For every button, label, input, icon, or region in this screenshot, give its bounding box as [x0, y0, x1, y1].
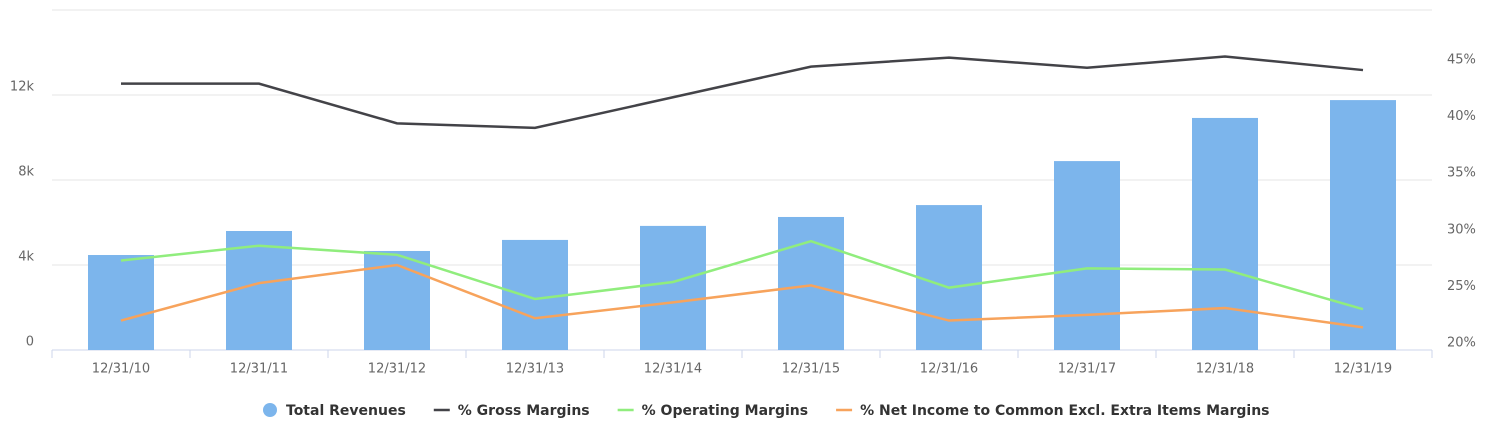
- y2-tick-label: 20%: [1447, 336, 1476, 351]
- x-tick-label: 12/31/12: [368, 362, 426, 377]
- bar: [88, 255, 154, 350]
- x-tick-label: 12/31/19: [1334, 362, 1392, 377]
- legend-label: % Gross Margins: [458, 403, 590, 419]
- bar: [1330, 100, 1396, 350]
- y2-tick-label: 40%: [1447, 109, 1476, 124]
- legend-label: % Net Income to Common Excl. Extra Items…: [860, 403, 1269, 419]
- y-tick-label: 8k: [18, 165, 34, 180]
- line: [120, 239, 1364, 311]
- y-tick-label: 4k: [18, 250, 34, 265]
- bar: [778, 216, 844, 350]
- line: [120, 263, 1364, 329]
- bar: [1054, 161, 1120, 350]
- y-tick-label: 12k: [10, 80, 35, 95]
- legend-label: % Operating Margins: [642, 403, 808, 419]
- x-tick-label: 12/31/18: [1196, 362, 1254, 377]
- x-tick-label: 12/31/15: [782, 362, 840, 377]
- legend-marker: [263, 403, 277, 417]
- y2-tick-label: 30%: [1447, 222, 1476, 237]
- y2-tick-label: 35%: [1447, 166, 1476, 181]
- bar: [1192, 117, 1258, 350]
- x-tick-label: 12/31/10: [92, 362, 150, 377]
- y2-tick-label: 45%: [1447, 52, 1476, 67]
- x-tick-label: 12/31/16: [920, 362, 978, 377]
- y2-tick-label: 25%: [1447, 279, 1476, 294]
- x-tick-label: 12/31/14: [644, 362, 702, 377]
- legend-label: Total Revenues: [286, 403, 406, 419]
- x-tick-label: 12/31/11: [230, 362, 288, 377]
- y-tick-label: 0: [26, 335, 34, 350]
- bar: [226, 231, 292, 350]
- x-tick-label: 12/31/13: [506, 362, 564, 377]
- bar: [640, 225, 706, 350]
- bar: [916, 205, 982, 350]
- line: [121, 55, 1364, 130]
- x-tick-label: 12/31/17: [1058, 362, 1116, 377]
- bar: [502, 239, 568, 350]
